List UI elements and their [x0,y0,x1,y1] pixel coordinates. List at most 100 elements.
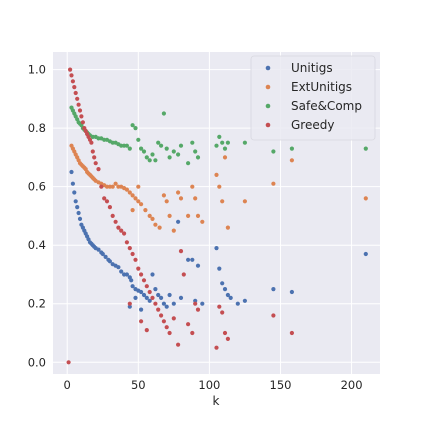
series-1 [69,143,368,233]
x-tick-labels: 0 50 100 150 200 [64,378,363,392]
data-point [147,213,152,218]
data-point [289,289,294,295]
data-point [167,330,172,336]
data-point [127,146,132,151]
data-point [178,295,184,300]
data-point [220,140,225,145]
data-point [161,301,166,306]
data-point [178,249,184,254]
data-point [235,301,240,306]
data-point [119,228,124,233]
data-point [214,246,219,251]
series-0 [69,169,368,312]
data-point [79,114,84,119]
data-point [363,251,368,257]
data-point [161,319,166,324]
data-point [102,196,107,201]
data-point [70,79,75,84]
data-point [214,143,219,148]
data-point [110,184,115,189]
data-point [220,310,225,315]
data-point [110,140,115,145]
data-point [150,152,155,157]
legend-marker [265,122,271,128]
data-point [195,307,201,312]
data-point [161,111,166,116]
data-point [73,90,78,96]
data-point [153,222,158,227]
data-point [193,149,198,154]
data-point [242,199,247,204]
legend-marker [265,103,271,109]
data-point [289,330,294,336]
data-point [171,228,176,233]
data-point [133,295,138,300]
y-tick-label: 0.8 [28,121,46,135]
data-point [220,281,225,286]
data-point [193,196,198,201]
data-point [113,181,118,186]
data-point [195,213,201,218]
data-point [176,152,181,157]
data-point [116,225,121,230]
data-point [133,196,138,201]
grid-lines [53,52,380,374]
data-point [157,225,162,230]
data-point [193,298,198,303]
data-point [107,205,112,210]
data-point [214,345,219,350]
legend-label: Safe&Comp [291,99,362,113]
data-point [289,146,294,151]
data-point [159,143,164,148]
data-point [271,313,276,318]
data-point [178,196,184,201]
data-point [156,307,161,312]
data-point [195,263,201,268]
data-point [190,184,195,189]
data-point [181,272,186,277]
data-point [242,140,247,145]
data-point [150,272,155,277]
data-point [217,304,222,309]
data-point [139,272,144,277]
data-point [193,301,198,306]
data-point [141,278,147,283]
data-point [80,120,85,125]
data-point [119,269,124,274]
data-point [130,193,135,198]
data-point [144,295,149,300]
data-point [127,304,132,309]
data-point [130,208,135,213]
data-point [159,313,164,318]
x-tick-label: 150 [270,378,292,392]
data-point [147,298,152,303]
data-point [171,316,176,321]
data-point [195,155,201,160]
data-point [124,187,129,192]
data-point [164,325,169,330]
data-point [225,336,230,341]
legend-marker [265,65,271,71]
data-point [113,219,118,224]
data-point [156,292,161,298]
data-point [144,155,149,160]
data-point [124,143,129,148]
data-point [200,219,205,224]
data-point [136,137,141,142]
data-point [141,292,147,298]
legend-label: ExtUnitigs [291,80,352,94]
data-point [147,289,152,295]
data-point [122,231,127,236]
data-point [156,140,161,145]
data-point [164,304,169,309]
data-point [271,149,276,154]
data-point [72,190,77,195]
data-point [89,140,94,145]
data-point [150,295,155,300]
data-point [176,219,181,224]
legend-box [250,55,376,141]
x-tick-label: 100 [198,378,220,392]
data-point [144,284,149,289]
data-point [90,149,95,154]
data-point [214,172,219,177]
